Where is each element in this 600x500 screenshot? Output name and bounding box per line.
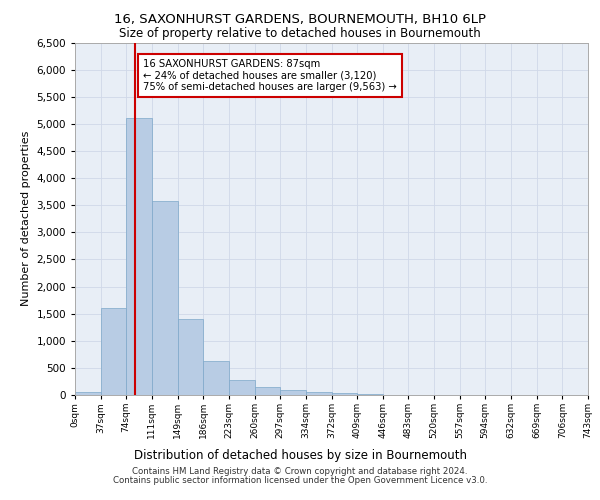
Bar (358, 394, 383, 395)
Bar (332, 394, 358, 395)
Bar (305, 392, 332, 395)
Bar (75, 392, 101, 395)
Bar (152, 201, 178, 395)
Bar (178, 319, 203, 395)
Text: 16, SAXONHURST GARDENS, BOURNEMOUTH, BH10 6LP: 16, SAXONHURST GARDENS, BOURNEMOUTH, BH1… (114, 12, 486, 26)
Bar (280, 390, 305, 395)
Text: Size of property relative to detached houses in Bournemouth: Size of property relative to detached ho… (119, 28, 481, 40)
Bar (254, 388, 280, 395)
Text: Contains public sector information licensed under the Open Government Licence v3: Contains public sector information licen… (113, 476, 487, 485)
Y-axis label: Number of detached properties: Number of detached properties (21, 131, 31, 306)
Text: Distribution of detached houses by size in Bournemouth: Distribution of detached houses by size … (133, 450, 467, 462)
Bar (126, 118, 152, 395)
Text: Contains HM Land Registry data © Crown copyright and database right 2024.: Contains HM Land Registry data © Crown c… (132, 467, 468, 476)
Text: 16 SAXONHURST GARDENS: 87sqm
← 24% of detached houses are smaller (3,120)
75% of: 16 SAXONHURST GARDENS: 87sqm ← 24% of de… (143, 58, 397, 92)
Bar (203, 362, 229, 395)
Bar (101, 308, 126, 395)
Bar (229, 380, 254, 395)
